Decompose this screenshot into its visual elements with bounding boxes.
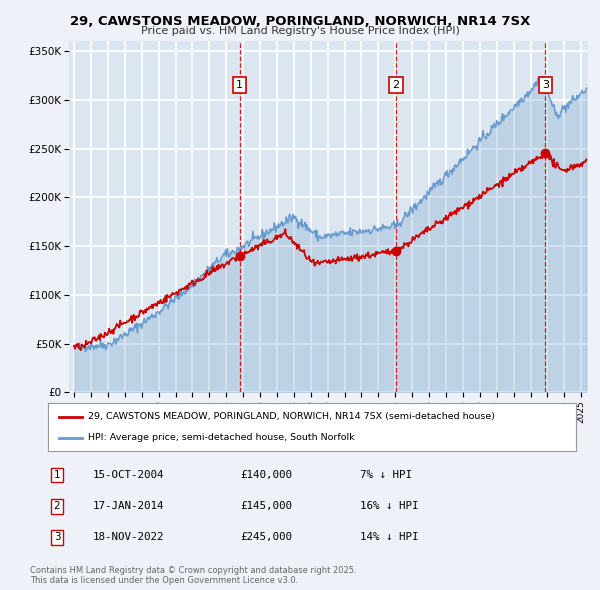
Text: HPI: Average price, semi-detached house, South Norfolk: HPI: Average price, semi-detached house,… xyxy=(88,433,354,442)
Text: 16% ↓ HPI: 16% ↓ HPI xyxy=(360,502,419,511)
Text: 18-NOV-2022: 18-NOV-2022 xyxy=(93,533,164,542)
Text: £245,000: £245,000 xyxy=(240,533,292,542)
Text: 3: 3 xyxy=(542,80,549,90)
Text: £140,000: £140,000 xyxy=(240,470,292,480)
Text: 1: 1 xyxy=(236,80,243,90)
Text: £145,000: £145,000 xyxy=(240,502,292,511)
Text: 2: 2 xyxy=(53,502,61,511)
Text: 17-JAN-2014: 17-JAN-2014 xyxy=(93,502,164,511)
Text: 1: 1 xyxy=(53,470,61,480)
Text: 15-OCT-2004: 15-OCT-2004 xyxy=(93,470,164,480)
Text: 14% ↓ HPI: 14% ↓ HPI xyxy=(360,533,419,542)
Text: 3: 3 xyxy=(53,533,61,542)
Text: Contains HM Land Registry data © Crown copyright and database right 2025.
This d: Contains HM Land Registry data © Crown c… xyxy=(30,566,356,585)
Text: 29, CAWSTONS MEADOW, PORINGLAND, NORWICH, NR14 7SX: 29, CAWSTONS MEADOW, PORINGLAND, NORWICH… xyxy=(70,15,530,28)
Text: 2: 2 xyxy=(392,80,400,90)
Text: 29, CAWSTONS MEADOW, PORINGLAND, NORWICH, NR14 7SX (semi-detached house): 29, CAWSTONS MEADOW, PORINGLAND, NORWICH… xyxy=(88,412,494,421)
Text: 7% ↓ HPI: 7% ↓ HPI xyxy=(360,470,412,480)
Text: Price paid vs. HM Land Registry's House Price Index (HPI): Price paid vs. HM Land Registry's House … xyxy=(140,26,460,36)
